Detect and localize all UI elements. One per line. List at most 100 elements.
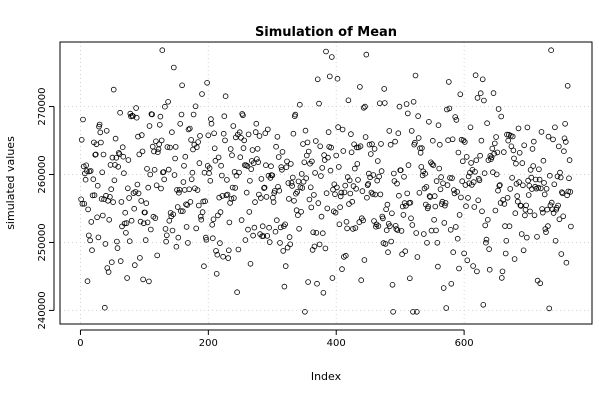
data-point xyxy=(334,184,340,191)
data-point xyxy=(231,195,237,201)
data-point xyxy=(212,157,219,164)
data-point xyxy=(120,153,127,160)
data-point xyxy=(238,135,244,141)
data-point xyxy=(273,143,279,150)
data-point xyxy=(254,146,261,152)
data-point xyxy=(162,103,168,110)
data-point xyxy=(459,178,466,185)
data-point xyxy=(194,187,201,193)
data-point xyxy=(240,112,246,119)
data-point xyxy=(436,141,443,148)
data-point xyxy=(117,109,123,116)
data-point xyxy=(498,275,505,281)
data-point xyxy=(397,167,404,174)
data-point xyxy=(263,162,269,169)
data-point xyxy=(229,152,235,159)
data-point xyxy=(182,153,189,160)
data-point xyxy=(214,251,221,258)
data-point xyxy=(325,154,331,161)
data-point xyxy=(514,193,520,199)
data-point xyxy=(501,201,508,207)
x-tick-label: 0 xyxy=(77,338,83,349)
points-layer xyxy=(78,47,574,315)
data-point xyxy=(247,178,253,184)
data-point xyxy=(223,192,230,199)
data-point xyxy=(380,215,386,222)
data-point xyxy=(442,202,448,209)
data-point xyxy=(258,176,265,182)
y-tick-label: 270000 xyxy=(37,87,48,125)
data-point xyxy=(291,198,297,204)
data-point xyxy=(218,162,224,169)
data-point xyxy=(213,270,220,277)
data-point xyxy=(473,157,480,164)
data-point xyxy=(557,174,564,181)
data-point xyxy=(483,236,490,243)
data-point xyxy=(453,117,460,123)
data-point xyxy=(249,147,256,153)
data-point xyxy=(554,173,561,180)
data-point xyxy=(169,129,175,136)
data-point xyxy=(171,64,177,71)
data-point xyxy=(445,137,451,144)
data-point xyxy=(202,198,208,205)
data-point xyxy=(274,134,281,140)
data-point xyxy=(431,193,438,199)
data-point xyxy=(296,101,303,108)
data-point xyxy=(280,248,287,254)
data-point xyxy=(284,244,291,251)
data-point xyxy=(279,167,285,173)
data-point xyxy=(149,111,155,118)
data-point xyxy=(316,100,322,107)
data-point xyxy=(486,266,493,273)
x-tick-label: 200 xyxy=(199,338,218,349)
data-point xyxy=(278,164,285,170)
data-point xyxy=(435,122,442,128)
data-point xyxy=(176,189,182,196)
data-point xyxy=(384,201,391,208)
data-point xyxy=(463,154,470,160)
y-tick-label: 250000 xyxy=(37,223,48,261)
data-point xyxy=(308,204,315,211)
data-point xyxy=(339,126,346,133)
data-point xyxy=(236,169,242,176)
data-point xyxy=(247,260,254,267)
data-point xyxy=(511,155,517,162)
data-point xyxy=(235,246,242,253)
y-axis-label: simulated values xyxy=(4,136,17,230)
data-point xyxy=(317,143,324,150)
data-point xyxy=(346,177,353,184)
data-point xyxy=(243,189,250,196)
data-point xyxy=(479,208,485,215)
data-point xyxy=(124,275,130,281)
data-point xyxy=(84,168,90,174)
data-point xyxy=(314,280,320,287)
data-point xyxy=(523,234,530,241)
data-point xyxy=(98,139,104,146)
data-point xyxy=(215,154,222,161)
data-point xyxy=(93,151,99,158)
data-point xyxy=(203,237,210,243)
data-point xyxy=(541,180,547,186)
data-point xyxy=(454,189,460,195)
data-point xyxy=(412,72,419,79)
data-point xyxy=(135,190,142,197)
data-point xyxy=(345,97,352,104)
data-point xyxy=(102,241,109,247)
data-point xyxy=(357,143,364,150)
data-point xyxy=(277,224,284,231)
data-point xyxy=(189,169,196,176)
data-point xyxy=(135,133,141,140)
data-point xyxy=(314,76,321,83)
data-point xyxy=(556,216,563,223)
data-point xyxy=(118,199,125,205)
data-point xyxy=(426,119,432,125)
data-point xyxy=(203,234,209,241)
data-point xyxy=(125,157,132,163)
data-point xyxy=(396,103,403,110)
data-point xyxy=(458,194,464,201)
data-point xyxy=(413,230,420,236)
data-point xyxy=(477,152,483,159)
data-point xyxy=(457,91,464,98)
data-point xyxy=(134,181,141,188)
